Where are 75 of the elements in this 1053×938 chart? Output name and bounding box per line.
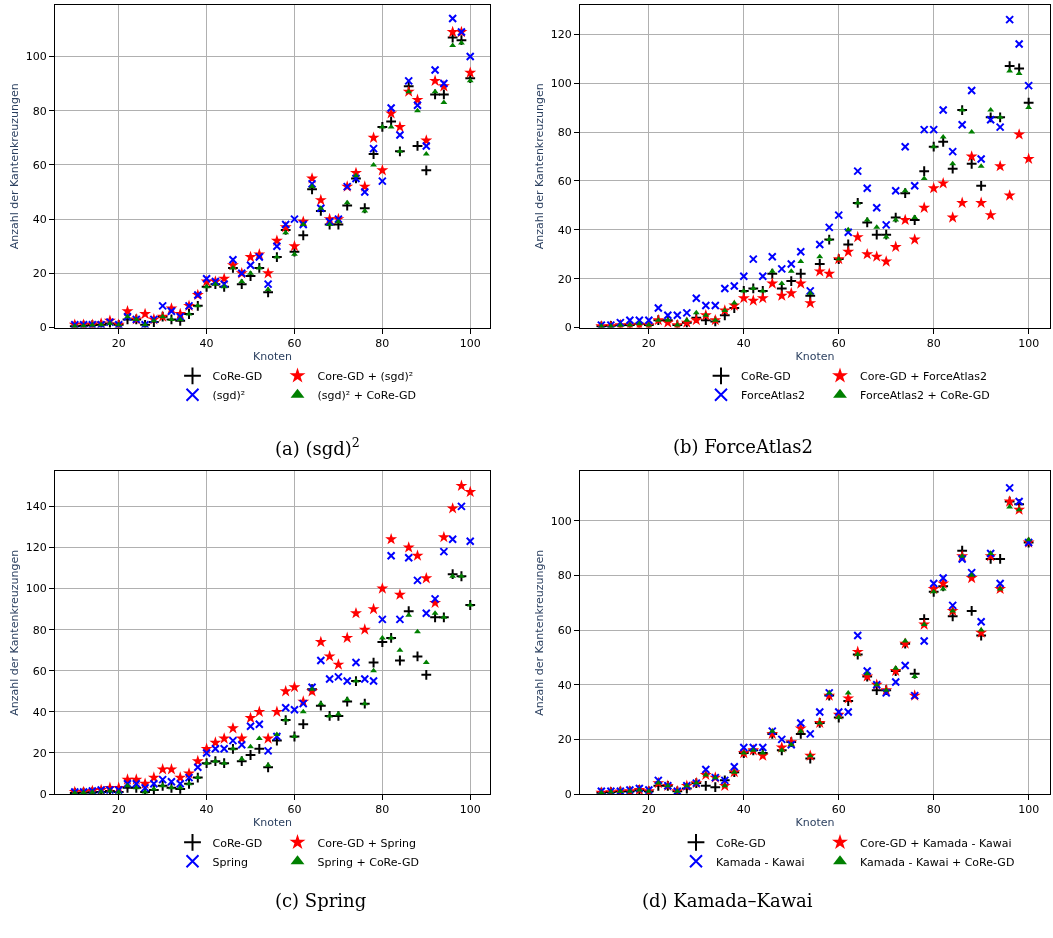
x-tick-label: 60: [831, 336, 846, 350]
x-tick-label: 100: [1018, 336, 1040, 350]
y-tick-label: 0: [564, 787, 572, 801]
y-tick-label: 80: [32, 104, 47, 118]
y-tick-label: 80: [557, 125, 572, 139]
y-tick-label: 0: [39, 787, 47, 801]
legend-label: Core-GD + (sgd)²: [317, 370, 414, 384]
legend-label: CoRe-GD: [212, 836, 263, 850]
text: (c) Spring: [275, 890, 367, 911]
legend-label: (sgd)² + CoRe-GD: [317, 389, 417, 403]
x-axis-title: Knoten: [795, 816, 835, 830]
x-tick-label: 80: [375, 336, 390, 350]
y-tick-label: 140: [25, 500, 47, 514]
x-tick-label: 80: [926, 803, 941, 817]
legend-label: Core-GD + Kamada - Kawai: [860, 836, 1012, 850]
y-tick-label: 100: [25, 50, 47, 64]
x-tick-label: 20: [111, 803, 126, 817]
y-tick-label: 20: [32, 267, 47, 281]
x-axis-title: Knoten: [253, 349, 293, 363]
legend-label: Spring + CoRe-GD: [317, 855, 419, 869]
y-tick-label: 60: [32, 158, 47, 172]
legend-label: Core-GD + ForceAtlas2: [860, 370, 987, 384]
y-tick-label: 40: [557, 678, 572, 692]
x-tick-label: 80: [375, 803, 390, 817]
x-tick-label: 100: [459, 336, 481, 350]
y-axis-title: Anzahl der Kantenkreuzungen: [533, 83, 547, 250]
y-tick-label: 20: [557, 733, 572, 747]
legend-label: CoRe-GD: [741, 370, 791, 384]
legend-label: ForceAtlas2: [741, 389, 805, 403]
y-tick-label: 60: [32, 664, 47, 678]
text: (b) ForceAtlas2: [673, 436, 814, 457]
x-tick-label: 100: [1018, 803, 1040, 817]
x-tick-label: 40: [199, 336, 214, 350]
y-tick-label: 100: [550, 514, 572, 528]
x-tick-label: 100: [459, 803, 481, 817]
y-tick-label: 40: [32, 212, 47, 226]
legend-label: Kamada - Kawai + CoRe-GD: [860, 855, 1015, 869]
text: (d) Kamada–Kawai: [642, 890, 813, 911]
x-tick-label: 60: [831, 803, 846, 817]
x-tick-label: 20: [641, 803, 656, 817]
x-tick-label: 80: [926, 336, 941, 350]
y-tick-label: 0: [564, 321, 572, 335]
x-tick-label: 60: [287, 803, 302, 817]
legend-label: CoRe-GD: [212, 370, 263, 384]
y-tick-label: 20: [557, 272, 572, 286]
x-axis-title: Knoten: [795, 349, 835, 363]
y-axis-title: Anzahl der Kantenkreuzungen: [533, 549, 547, 716]
x-tick-label: 40: [736, 336, 751, 350]
legend-label: Core-GD + Spring: [317, 836, 417, 850]
y-tick-label: 120: [550, 28, 572, 42]
y-axis-title: Anzahl der Kantenkreuzungen: [8, 549, 22, 716]
x-tick-label: 60: [287, 336, 302, 350]
y-tick-label: 80: [32, 623, 47, 637]
y-tick-label: 120: [25, 541, 47, 555]
y-tick-label: 20: [32, 746, 47, 760]
text: (a) (sgd)$^{2}$: [275, 435, 360, 459]
x-tick-label: 20: [111, 336, 126, 350]
y-tick-label: 0: [39, 321, 47, 335]
legend-label: Spring: [212, 855, 248, 869]
x-tick-label: 20: [641, 336, 656, 350]
y-tick-label: 100: [25, 582, 47, 596]
x-axis-title: Knoten: [253, 816, 293, 830]
y-tick-label: 100: [550, 77, 572, 91]
legend-label: CoRe-GD: [716, 836, 766, 850]
legend-label: ForceAtlas2 + CoRe-GD: [860, 389, 990, 403]
y-tick-label: 60: [557, 623, 572, 637]
y-tick-label: 40: [557, 223, 572, 237]
y-tick-label: 40: [32, 705, 47, 719]
x-tick-label: 40: [736, 803, 751, 817]
y-tick-label: 60: [557, 174, 572, 188]
x-tick-label: 40: [199, 803, 214, 817]
y-axis-title: Anzahl der Kantenkreuzungen: [8, 83, 22, 250]
legend-label: (sgd)²: [212, 389, 246, 403]
y-tick-label: 80: [557, 569, 572, 583]
legend-label: Kamada - Kawai: [716, 855, 805, 869]
